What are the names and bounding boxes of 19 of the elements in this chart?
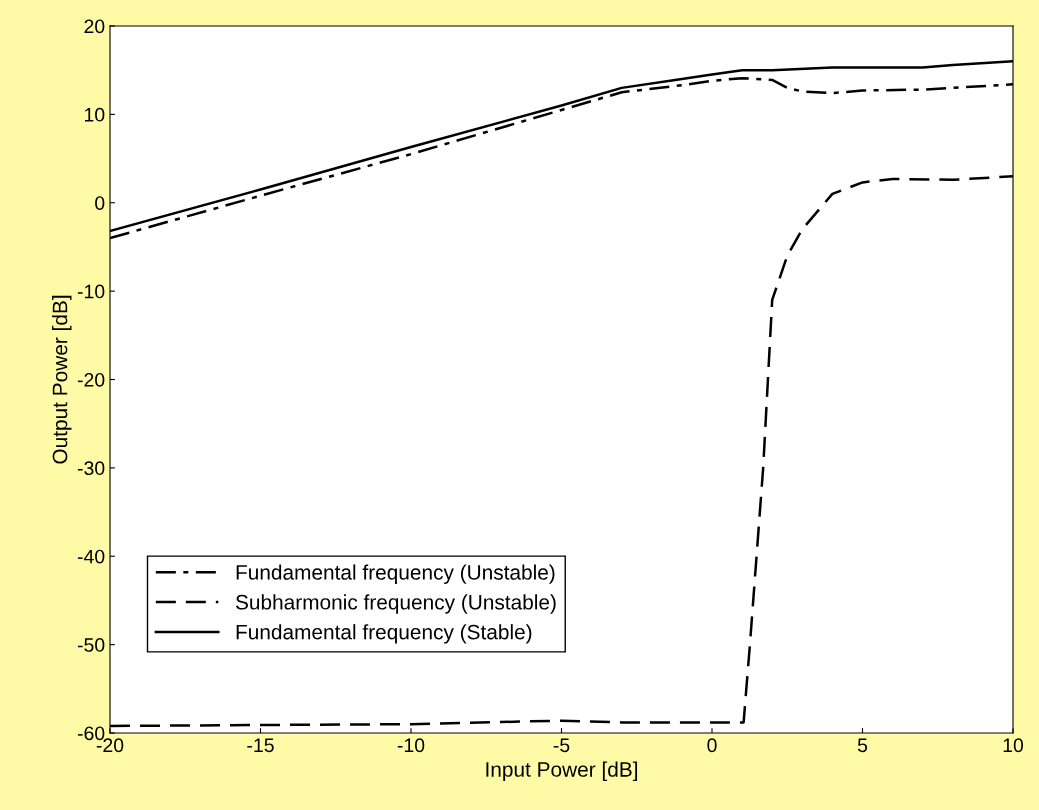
x-tick-label: 10 — [1003, 738, 1024, 753]
x-tick-label: 5 — [857, 738, 868, 753]
y-tick-label: -50 — [77, 638, 105, 652]
legend-label: Fundamental frequency (Stable) — [236, 624, 532, 644]
y-tick-label: -20 — [77, 372, 105, 387]
x-tick-label: -10 — [397, 738, 425, 753]
legend-label: Fundamental frequency (Unstable) — [236, 564, 555, 584]
y-tick-label: 10 — [85, 107, 105, 122]
y-tick-label: -10 — [77, 284, 105, 299]
x-tick-label: 0 — [707, 738, 717, 753]
y-tick-label: -30 — [77, 461, 105, 476]
legend-label: Subharmonic frequency (Unstable) — [235, 594, 556, 614]
x-tick-label: -5 — [553, 738, 570, 753]
y-tick-label: 20 — [84, 19, 105, 34]
x-axis-title: Input Power [dB] — [486, 761, 638, 781]
y-tick-label: -40 — [77, 549, 105, 564]
x-tick-label: -15 — [247, 738, 274, 753]
y-tick-label: 0 — [95, 196, 105, 210]
y-axis-title: Output Power [dB] — [52, 295, 72, 464]
